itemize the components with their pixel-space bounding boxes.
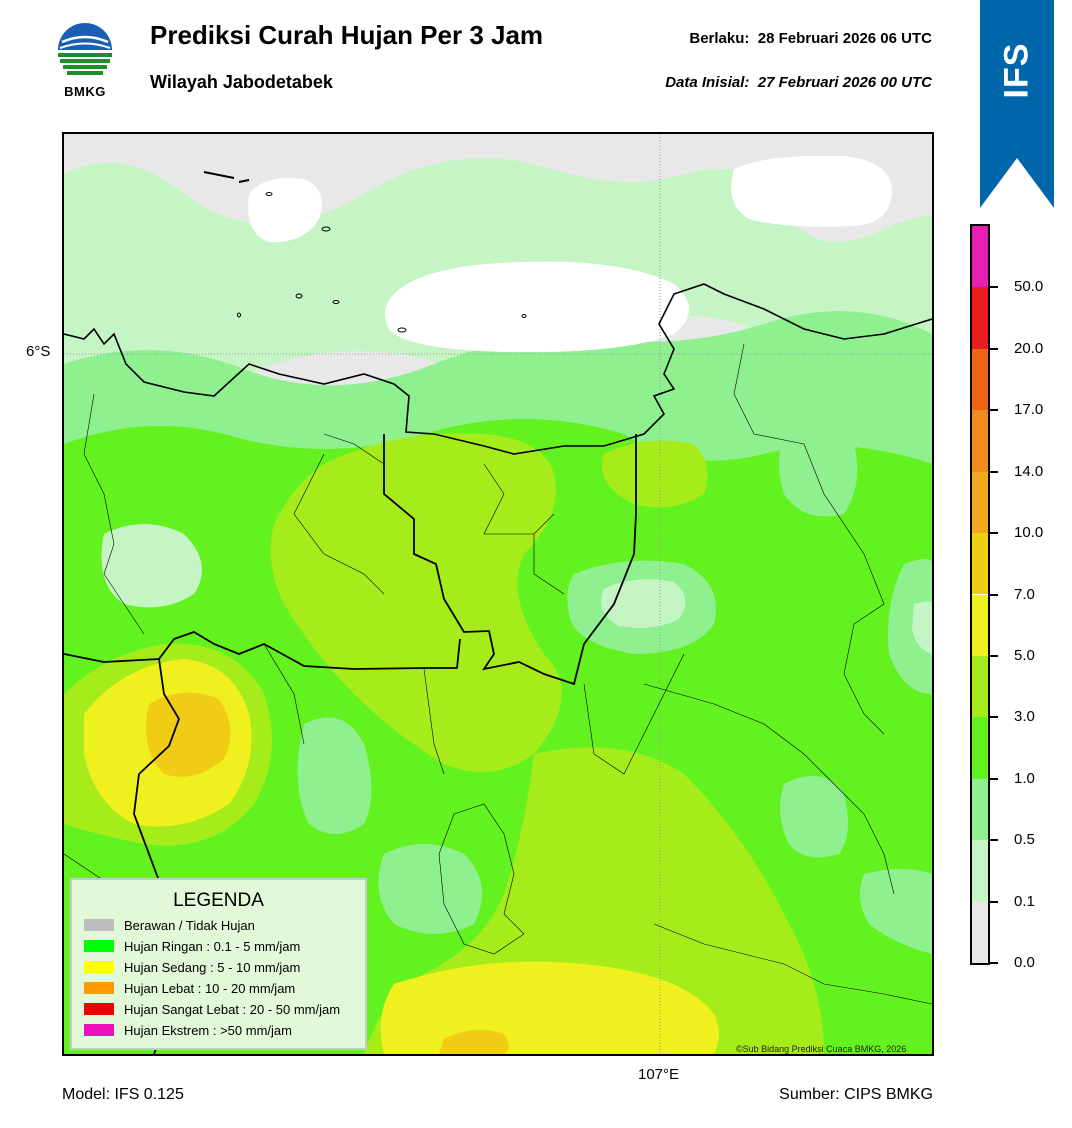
- colorbar-tick-label: 3.0: [1014, 708, 1035, 726]
- colorbar-segment: [972, 594, 988, 656]
- colorbar-tick-label: 10.0: [1014, 524, 1044, 542]
- source-label: Sumber: CIPS BMKG: [779, 1086, 933, 1103]
- bmkg-logo: BMKG: [52, 20, 118, 102]
- page-title: Prediksi Curah Hujan Per 3 Jam: [150, 20, 544, 50]
- colorbar-tick-label: 0.0: [1014, 954, 1035, 971]
- colorbar-tick: [990, 347, 998, 350]
- valid-time: Berlaku: 28 Februari 2026 06 UTC: [689, 30, 932, 47]
- lon-label: 107°E: [638, 1066, 680, 1083]
- colorbar-segment: [972, 840, 988, 902]
- colorbar-tick: [990, 962, 998, 964]
- colorbar-segment: [972, 287, 988, 349]
- colorbar-tick: [990, 654, 998, 657]
- colorbar-tick: [990, 839, 998, 842]
- colorbar-tick: [990, 470, 998, 473]
- init-time: Data Inisial: 27 Februari 2026 00 UTC: [665, 74, 932, 91]
- colorbar: [970, 224, 990, 965]
- legend-item-heavy-rain: Hujan Lebat : 10 - 20 mm/jam: [84, 979, 295, 997]
- legend-label-moderate-rain: Hujan Sedang : 5 - 10 mm/jam: [124, 959, 301, 975]
- rainfall-map: [62, 132, 934, 1056]
- legend-swatch-heavy-rain: [84, 982, 114, 994]
- colorbar-tick: [990, 409, 998, 412]
- legend-label-heavy-rain: Hujan Lebat : 10 - 20 mm/jam: [124, 980, 296, 996]
- legend-swatch-very-heavy-rain: [84, 1003, 114, 1015]
- legend-item-cloudy: Berawan / Tidak Hujan: [84, 916, 255, 934]
- colorbar-tick: [990, 532, 998, 535]
- colorbar-segment: [972, 226, 988, 288]
- colorbar-tick-label: 50.0: [1014, 278, 1044, 296]
- colorbar-tick-label: 5.0: [1014, 646, 1035, 664]
- init-label: Data Inisial:: [665, 74, 750, 91]
- map-copyright: ©Sub Bidang Prediksi Cuaca BMKG, 2026: [736, 1044, 907, 1054]
- legend-label-light-rain: Hujan Ringan : 0.1 - 5 mm/jam: [124, 938, 301, 954]
- map-canvas: [64, 134, 932, 1054]
- colorbar-segment: [972, 533, 988, 595]
- legend-box: LEGENDA Berawan / Tidak Hujan Hujan Ring…: [70, 878, 367, 1050]
- valid-value: 28 Februari 2026 06 UTC: [757, 30, 932, 47]
- colorbar-tick: [990, 777, 998, 780]
- legend-item-extreme-rain: Hujan Ekstrem : >50 mm/jam: [84, 1021, 292, 1039]
- colorbar-segment: [972, 655, 988, 718]
- colorbar-tick-label: 0.1: [1014, 892, 1035, 910]
- colorbar-segment: [972, 778, 988, 841]
- lat-label: 6°S: [26, 343, 51, 360]
- ifs-badge: [980, 0, 1054, 208]
- colorbar-tick: [990, 286, 998, 289]
- legend-label-cloudy: Berawan / Tidak Hujan: [124, 917, 255, 933]
- colorbar-tick-label: 17.0: [1014, 401, 1044, 419]
- colorbar-segment: [972, 471, 988, 534]
- colorbar-tick: [990, 593, 998, 596]
- legend-swatch-moderate-rain: [84, 961, 114, 973]
- init-value: 27 Februari 2026 00 UTC: [757, 74, 932, 91]
- legend-item-moderate-rain: Hujan Sedang : 5 - 10 mm/jam: [84, 958, 300, 976]
- colorbar-tick-label: 20.0: [1014, 339, 1044, 357]
- colorbar-segment: [972, 717, 988, 779]
- legend-swatch-light-rain: [84, 940, 114, 952]
- legend-item-light-rain: Hujan Ringan : 0.1 - 5 mm/jam: [84, 937, 300, 955]
- legend-item-very-heavy-rain: Hujan Sangat Lebat : 20 - 50 mm/jam: [84, 1000, 340, 1018]
- colorbar-tick-label: 14.0: [1014, 462, 1044, 480]
- colorbar-tick: [990, 716, 998, 719]
- colorbar-tick: [990, 900, 998, 903]
- model-label: Model: IFS 0.125: [62, 1086, 184, 1103]
- colorbar-segment: [972, 901, 988, 963]
- colorbar-segment: [972, 348, 988, 411]
- legend-label-very-heavy-rain: Hujan Sangat Lebat : 20 - 50 mm/jam: [124, 1001, 341, 1017]
- ifs-badge-text: IFS: [997, 42, 1036, 98]
- legend-swatch-extreme-rain: [84, 1024, 114, 1036]
- colorbar-tick-label: 1.0: [1014, 769, 1035, 787]
- ifs-badge-label: IFS: [980, 30, 1054, 110]
- logo-text: BMKG: [64, 84, 106, 99]
- bmkg-logo-icon: [58, 23, 112, 75]
- legend-label-extreme-rain: Hujan Ekstrem : >50 mm/jam: [124, 1022, 292, 1038]
- page-subtitle: Wilayah Jabodetabek: [150, 72, 333, 92]
- legend-title: LEGENDA: [173, 890, 264, 911]
- colorbar-tick-label: 7.0: [1014, 585, 1035, 603]
- colorbar-tick-label: 0.5: [1014, 831, 1035, 849]
- colorbar-segment: [972, 410, 988, 472]
- valid-label: Berlaku:: [689, 30, 750, 47]
- legend-swatch-cloudy: [84, 919, 114, 931]
